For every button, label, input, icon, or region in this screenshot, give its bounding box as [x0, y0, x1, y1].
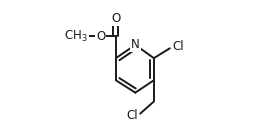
Text: N: N [131, 38, 140, 51]
Text: CH$_3$: CH$_3$ [64, 29, 88, 44]
Text: Cl: Cl [172, 40, 184, 53]
Text: O: O [96, 30, 106, 43]
Text: O: O [111, 12, 120, 25]
Text: Cl: Cl [126, 109, 138, 122]
